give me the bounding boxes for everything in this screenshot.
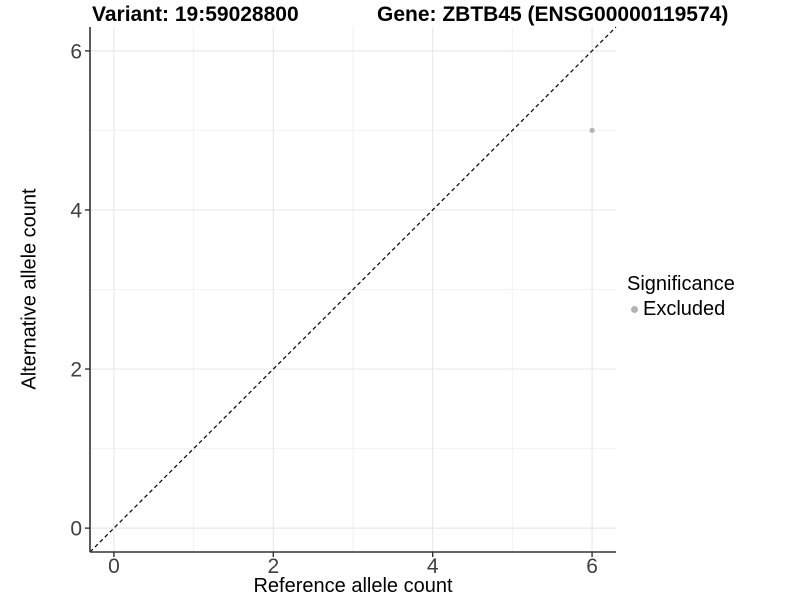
x-tick-label: 2 xyxy=(267,555,279,578)
y-tick-label: 2 xyxy=(70,359,82,382)
identity-dashed-line xyxy=(89,26,617,553)
y-axis-title: Alternative allele count xyxy=(18,188,41,390)
y-tick-label: 0 xyxy=(70,518,82,541)
x-tick-label: 4 xyxy=(427,555,439,578)
legend-item-label: Excluded xyxy=(643,298,726,320)
y-tick-label: 6 xyxy=(70,40,82,63)
excluded-point-icon xyxy=(631,306,638,313)
x-axis-title: Reference allele count xyxy=(253,575,453,597)
legend-title: Significance xyxy=(627,273,735,295)
x-tick-label: 0 xyxy=(108,555,120,578)
legend: Significance Excluded xyxy=(627,273,735,321)
plot-title-variant: Variant: 19:59028800 xyxy=(92,3,299,26)
plot-title-gene: Gene: ZBTB45 (ENSG00000119574) xyxy=(377,3,729,26)
x-tick-label: 6 xyxy=(586,555,598,578)
legend-item-excluded: Excluded xyxy=(631,298,735,321)
y-tick-label: 4 xyxy=(70,199,82,222)
data-point xyxy=(589,127,595,134)
